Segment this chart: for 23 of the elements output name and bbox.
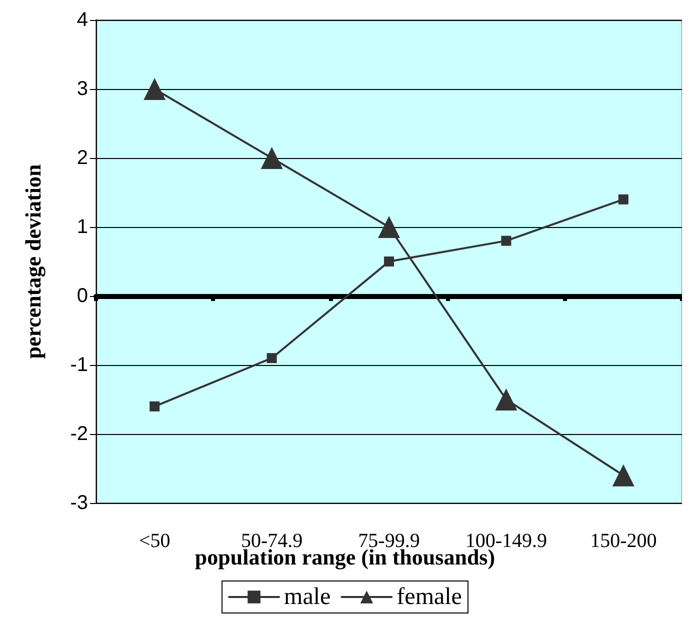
point xyxy=(384,256,394,266)
point xyxy=(612,464,634,486)
y-tick-label: 1 xyxy=(76,216,88,238)
point xyxy=(144,78,166,100)
legend-label: male xyxy=(284,584,331,610)
y-tick-label: 4 xyxy=(76,9,88,31)
y-tick-label: -1 xyxy=(70,354,88,376)
y-tick-label: 2 xyxy=(76,147,88,169)
y-tick-label: -2 xyxy=(70,423,88,445)
y-axis-title: percentage deviation xyxy=(20,164,46,359)
point xyxy=(495,388,518,410)
y-tick-label: -3 xyxy=(70,492,88,514)
y-tick-label: 3 xyxy=(76,78,88,100)
point xyxy=(501,236,512,246)
point xyxy=(378,216,400,238)
point xyxy=(618,194,628,204)
point xyxy=(260,147,283,169)
x-tick-label: <50 xyxy=(138,530,170,552)
point xyxy=(150,401,160,412)
legend-label: female xyxy=(396,584,462,610)
point xyxy=(266,353,277,364)
x-tick-label: 150-200 xyxy=(590,530,657,552)
y-tick-label: 0 xyxy=(76,285,88,307)
